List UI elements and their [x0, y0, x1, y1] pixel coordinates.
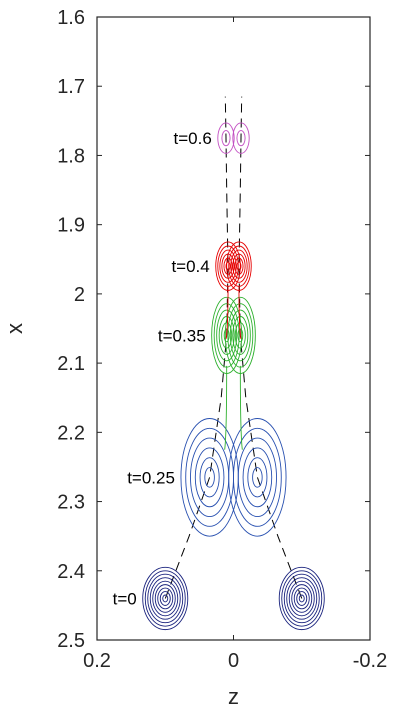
- time-label: t=0.25: [127, 468, 175, 487]
- contour-ring: [221, 322, 233, 349]
- contour-ring: [232, 253, 246, 279]
- y-tick-label: 2: [74, 284, 85, 306]
- contour-ring: [216, 309, 238, 362]
- y-tick-label: 2.3: [57, 492, 85, 514]
- x-tick-label: 0.2: [83, 650, 111, 672]
- contour-ring: [286, 577, 318, 620]
- contour-tail: [238, 285, 242, 339]
- contour-ring: [298, 594, 305, 603]
- contour-ring: [293, 587, 310, 610]
- contour-ring: [218, 315, 235, 355]
- y-tick-label: 2.2: [57, 422, 85, 444]
- contour-ring: [232, 315, 249, 355]
- contour-ring: [157, 587, 174, 610]
- contour-ring: [230, 249, 248, 283]
- contour-ring: [185, 427, 234, 527]
- contour-ring: [242, 447, 273, 508]
- y-tick-label: 2.5: [57, 630, 85, 652]
- x-tick-label: -0.2: [353, 650, 387, 672]
- y-tick-label: 1.9: [57, 215, 85, 237]
- contour-ring: [283, 573, 320, 624]
- contour-ring: [278, 566, 325, 631]
- contour-tail: [239, 365, 243, 450]
- contour-ring: [296, 591, 308, 606]
- y-tick-label: 2.1: [57, 353, 85, 375]
- contour-ring: [232, 122, 250, 154]
- y-tick-label: 1.7: [57, 76, 85, 98]
- contour-ring: [204, 467, 215, 488]
- contour-ring: [149, 577, 181, 620]
- contour-ring: [234, 322, 246, 349]
- snapshot-contours: [215, 241, 252, 339]
- y-tick-label: 1.8: [57, 145, 85, 167]
- contour-ring: [225, 261, 231, 271]
- contour-ring: [194, 447, 225, 508]
- time-label: t=0: [113, 589, 137, 608]
- time-label: t=0.6: [174, 129, 212, 148]
- contour-ring: [291, 584, 313, 613]
- y-tick-label: 1.6: [57, 7, 85, 29]
- contour-ring: [199, 457, 220, 498]
- snapshot-contours: [217, 122, 250, 154]
- snapshot-contours: [142, 566, 325, 631]
- contour-ring: [288, 580, 315, 617]
- contour-ring: [154, 584, 176, 613]
- contour-ring: [228, 418, 287, 537]
- time-label: t=0.35: [158, 326, 206, 345]
- y-axis-label: x: [2, 323, 27, 334]
- contour-ring: [223, 257, 233, 275]
- contour-ring: [281, 570, 323, 627]
- contour-ring: [233, 427, 282, 527]
- contour-ring: [236, 130, 246, 147]
- contour-ring: [190, 437, 230, 518]
- x-axis-label: z: [228, 684, 239, 709]
- contour-ring: [234, 257, 244, 275]
- contour-ring: [252, 467, 263, 488]
- plot-area: t=0 t=0.25 t=0.35 t=0.4 t=0.6: [113, 96, 325, 631]
- time-label: t=0.4: [171, 257, 209, 276]
- contour-ring: [217, 122, 235, 154]
- contour-ring: [144, 570, 186, 627]
- contour-ring: [237, 437, 277, 518]
- x-tick-label: 0: [228, 650, 239, 672]
- axes: 1.6 1.7 1.8 1.9 2 2.1 2.2 2.3 2.4 2.50.2 0 -0.2: [57, 7, 387, 672]
- contour-ring: [142, 566, 189, 631]
- contour-ring: [162, 594, 169, 603]
- contour-ring: [159, 591, 171, 606]
- snapshot-contours: [211, 296, 256, 450]
- contour-ring: [219, 249, 237, 283]
- contour-ring: [236, 261, 242, 271]
- contour-ring: [180, 418, 239, 537]
- contour-ring: [147, 573, 184, 624]
- snapshot-contours: [180, 418, 287, 537]
- contour-tail: [224, 365, 228, 450]
- contour-tail: [225, 285, 229, 339]
- contour-ring: [152, 580, 179, 617]
- contour-ring: [221, 130, 231, 147]
- contour-ring: [229, 309, 251, 362]
- contour-ring: [247, 457, 268, 498]
- y-tick-label: 2.4: [57, 561, 85, 583]
